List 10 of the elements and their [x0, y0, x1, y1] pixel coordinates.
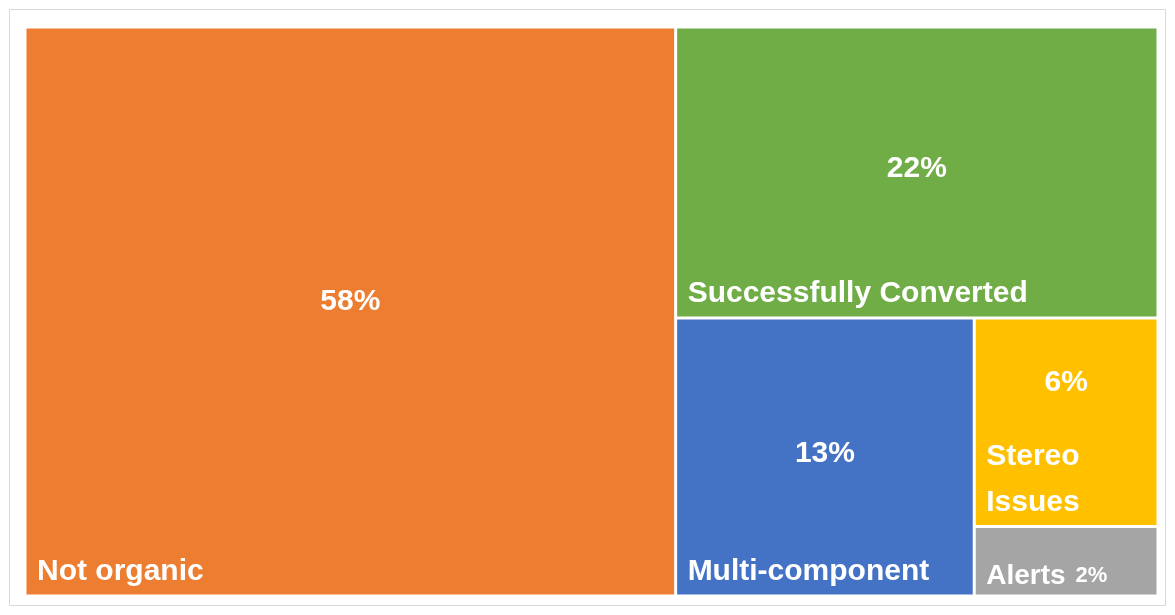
data-label: 13% [794, 434, 855, 468]
category-label: Not organic [37, 553, 204, 586]
category-label: Multi-component [687, 553, 930, 586]
data-label: 22% [886, 149, 947, 183]
category-label: Successfully Converted [687, 275, 1028, 309]
data-label: 2% [1075, 562, 1108, 587]
data-label: 58% [320, 283, 381, 317]
data-label: 6% [1044, 363, 1088, 397]
category-label: Alerts [986, 559, 1066, 590]
category-label: Stereo Issues [986, 437, 1080, 517]
